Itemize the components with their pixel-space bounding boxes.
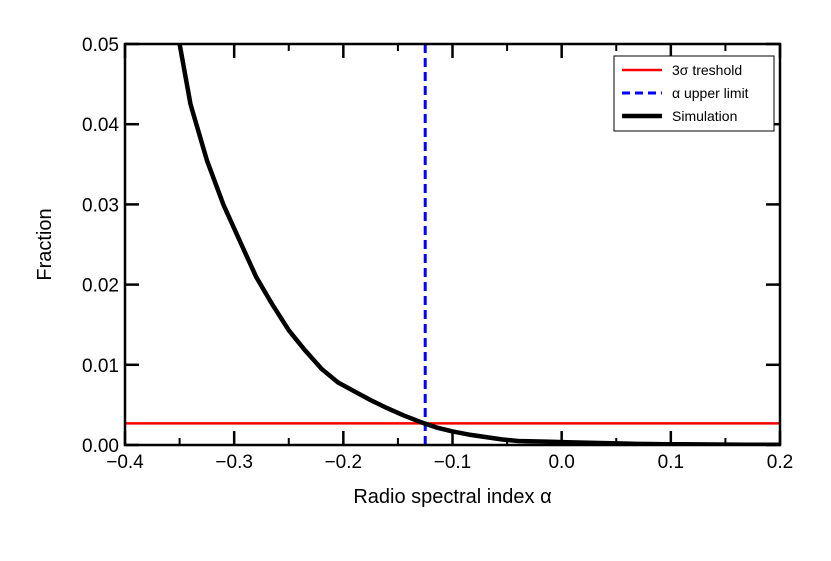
y-tick-label: 0.04 [82,115,119,136]
x-tick-label: −0.3 [215,452,253,473]
x-tick-label: −0.1 [434,452,472,473]
x-tick-label: 0.1 [658,452,684,473]
y-tick-label: 0.01 [82,356,119,377]
y-axis-label: Fraction [34,208,56,280]
x-tick-label: 0.2 [767,452,793,473]
legend: 3σ treshold α upper limit Simulation [613,55,775,132]
axes-layer: −0.4 −0.3 −0.2 −0.1 0.0 0.1 0.2 0.00 0.01 0.02 0.0… [82,35,793,473]
y-tick-label: 0.03 [82,195,119,216]
legend-label: 3σ treshold [672,62,742,78]
x-axis-label: Radio spectral index α [353,486,551,508]
legend-label: α upper limit [672,85,749,101]
y-tick-label: 0.00 [82,436,119,457]
x-tick-label: 0.0 [548,452,574,473]
y-tick-label: 0.05 [82,35,119,56]
y-tick-label: 0.02 [82,276,119,297]
x-tick-label: −0.4 [106,452,144,473]
x-tick-label: −0.2 [325,452,363,473]
legend-label: Simulation [672,108,737,124]
